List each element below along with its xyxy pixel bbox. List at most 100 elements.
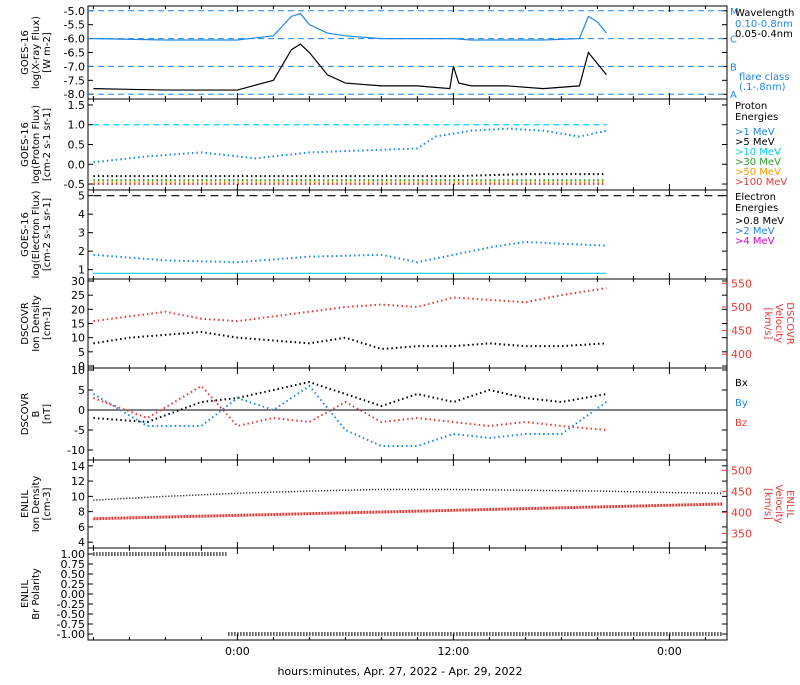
y-axis-label: GOES-16log(Proton Flux)[cm-2 s-1 sr-1] xyxy=(20,105,53,184)
y-axis-label: GOES-16log(Electron Flux)[cm-2 s-1 sr-1] xyxy=(20,190,53,278)
series-points-velocity xyxy=(93,287,607,323)
panel-enlil_polarity: 1.000.750.500.250.00-0.25-0.50-0.75-1.00… xyxy=(20,547,728,641)
legend-entry: >50 MeV xyxy=(735,167,781,178)
x-axis-label: hours:minutes, Apr. 27, 2022 - Apr. 29, … xyxy=(277,665,522,678)
legend-entry: Bz xyxy=(735,418,747,429)
y-tick-label: -7.0 xyxy=(64,60,85,73)
y-tick-label: 1.00 xyxy=(61,548,86,561)
right-y-tick-label: 450 xyxy=(731,325,752,338)
right-y-tick-label: 500 xyxy=(731,464,752,477)
panel-electron: 5 4 3 2 1 GOES-16log(Electron Flux)[cm-2 s-1 … xyxy=(20,189,784,280)
y-axis-label: ENLILIon Density[cm-3] xyxy=(20,476,53,533)
legend-entry: 0.05-0.4nm xyxy=(735,29,793,40)
right-y-tick-label: 400 xyxy=(731,348,752,361)
series-points-By xyxy=(92,384,607,447)
x-tick-label: 12:00 xyxy=(438,645,470,658)
panel-frame xyxy=(87,547,728,641)
y-tick-label: 2 xyxy=(78,245,85,258)
flare-level-label: M xyxy=(730,7,739,18)
panel-enlil_density: 14 12 10 8 6 4 500 450 400 350 ENLILVelocity[km/s]… xyxy=(20,459,795,549)
y-tick-label: -6.0 xyxy=(64,33,85,46)
y-tick-label: 5 xyxy=(78,190,85,203)
legend-entry: >10 MeV xyxy=(735,147,781,158)
y-tick-label: -5 xyxy=(74,424,85,437)
legend-note: flare class xyxy=(739,72,789,83)
legend-entry: >5 MeV xyxy=(735,137,775,148)
legend-title: Wavelength xyxy=(735,8,794,19)
y-tick-label: 20 xyxy=(71,303,85,316)
y-tick-label: -5.5 xyxy=(64,19,85,32)
panel-xray: -5.0-5.5-6.0-6.5-7.0-7.5-8.0 GOES-16log(X… xyxy=(20,5,794,101)
series-points--2-MeV xyxy=(93,240,607,264)
legend-entry: >0.8 MeV xyxy=(735,216,784,227)
y-tick-label: -7.5 xyxy=(64,74,85,87)
right-y-tick-label: 550 xyxy=(731,277,752,290)
y-tick-label: 25 xyxy=(71,289,85,302)
x-tick-label: 0:00 xyxy=(225,645,250,658)
right-y-axis-label: ENLILVelocity[km/s] xyxy=(762,484,795,523)
y-tick-label: -0.5 xyxy=(64,178,85,191)
y-tick-label: 8 xyxy=(78,506,85,519)
y-tick-label: 1.5 xyxy=(68,99,86,112)
y-tick-label: 0 xyxy=(78,360,85,373)
panel-dscovr_b: 10 5 0 -5 -10 DSCOVRB[nT] Bx By Bz xyxy=(20,364,748,461)
legend-entry: >4 MeV xyxy=(735,236,775,247)
y-tick-label: 5 xyxy=(78,384,85,397)
y-tick-label: 15 xyxy=(71,318,85,331)
right-y-axis-label: DSCOVRVelocity[km/s] xyxy=(762,302,795,345)
y-tick-label: 10 xyxy=(71,364,85,377)
y-tick-label: 4 xyxy=(78,208,85,221)
y-tick-label: -0.25 xyxy=(57,598,85,611)
legend-note: (.1-.8nm) xyxy=(739,82,786,93)
right-y-tick-label: 350 xyxy=(731,527,752,540)
y-tick-label: -6.5 xyxy=(64,47,85,60)
y-tick-label: 0.5 xyxy=(68,139,86,152)
legend-entry: >2 MeV xyxy=(735,226,775,237)
y-tick-label: 10 xyxy=(71,332,85,345)
y-tick-label: -8.0 xyxy=(64,88,85,101)
legend-entry: 0.10-0.8nm xyxy=(735,19,793,30)
y-tick-label: 14 xyxy=(71,460,85,473)
y-tick-label: -5.0 xyxy=(64,5,85,18)
y-tick-label: 12 xyxy=(71,475,85,488)
legend-entry: >30 MeV xyxy=(735,157,781,168)
y-tick-label: 3 xyxy=(78,227,85,240)
y-tick-label: 10 xyxy=(71,490,85,503)
y-tick-label: 1.0 xyxy=(68,119,86,132)
y-axis-label: DSCOVRIon Density[cm-3] xyxy=(20,295,53,352)
y-tick-label: 4 xyxy=(78,536,85,549)
y-tick-label: 5 xyxy=(78,346,85,359)
y-tick-label: 1 xyxy=(78,264,85,277)
flare-level-label: A xyxy=(730,90,737,101)
series-points-Bz xyxy=(93,384,607,431)
y-tick-label: 0.75 xyxy=(61,558,86,571)
right-y-tick-label: 400 xyxy=(731,506,752,519)
y-tick-label: 0.0 xyxy=(68,158,86,171)
flare-level-label: C xyxy=(730,35,737,46)
y-axis-label: GOES-16log(X-ray Flux)[W m-2] xyxy=(20,16,53,89)
y-tick-label: 6 xyxy=(78,521,85,534)
y-tick-label: -0.50 xyxy=(57,608,85,621)
series-line-density xyxy=(93,488,724,501)
legend-entry: >100 MeV xyxy=(735,177,787,188)
legend-title: Electron Energies xyxy=(735,192,778,214)
y-axis-label: ENLILBr Polarity xyxy=(20,568,42,620)
series-points--1-MeV xyxy=(93,127,607,164)
y-tick-label: -0.75 xyxy=(57,618,85,631)
y-tick-label: 0.00 xyxy=(61,588,86,601)
legend-entry: Bx xyxy=(735,378,748,389)
y-tick-label: 0.25 xyxy=(61,578,86,591)
y-tick-label: 30 xyxy=(71,275,85,288)
right-y-tick-label: 450 xyxy=(731,485,752,498)
panel-frame xyxy=(87,5,728,100)
panel-frame xyxy=(87,189,728,280)
x-tick-label: 0:00 xyxy=(657,645,682,658)
series-line-0-10-0-8nm xyxy=(93,12,607,41)
series-line-0-05-0-4nm xyxy=(93,43,607,91)
panel-proton: 1.5 1.0 0.5 0.0 -0.5 GOES-16log(Proton Flux)[… xyxy=(20,98,787,191)
flare-level-label: B xyxy=(730,62,737,73)
series-points-Bx xyxy=(93,380,607,424)
legend-entry: >1 MeV xyxy=(735,127,775,138)
